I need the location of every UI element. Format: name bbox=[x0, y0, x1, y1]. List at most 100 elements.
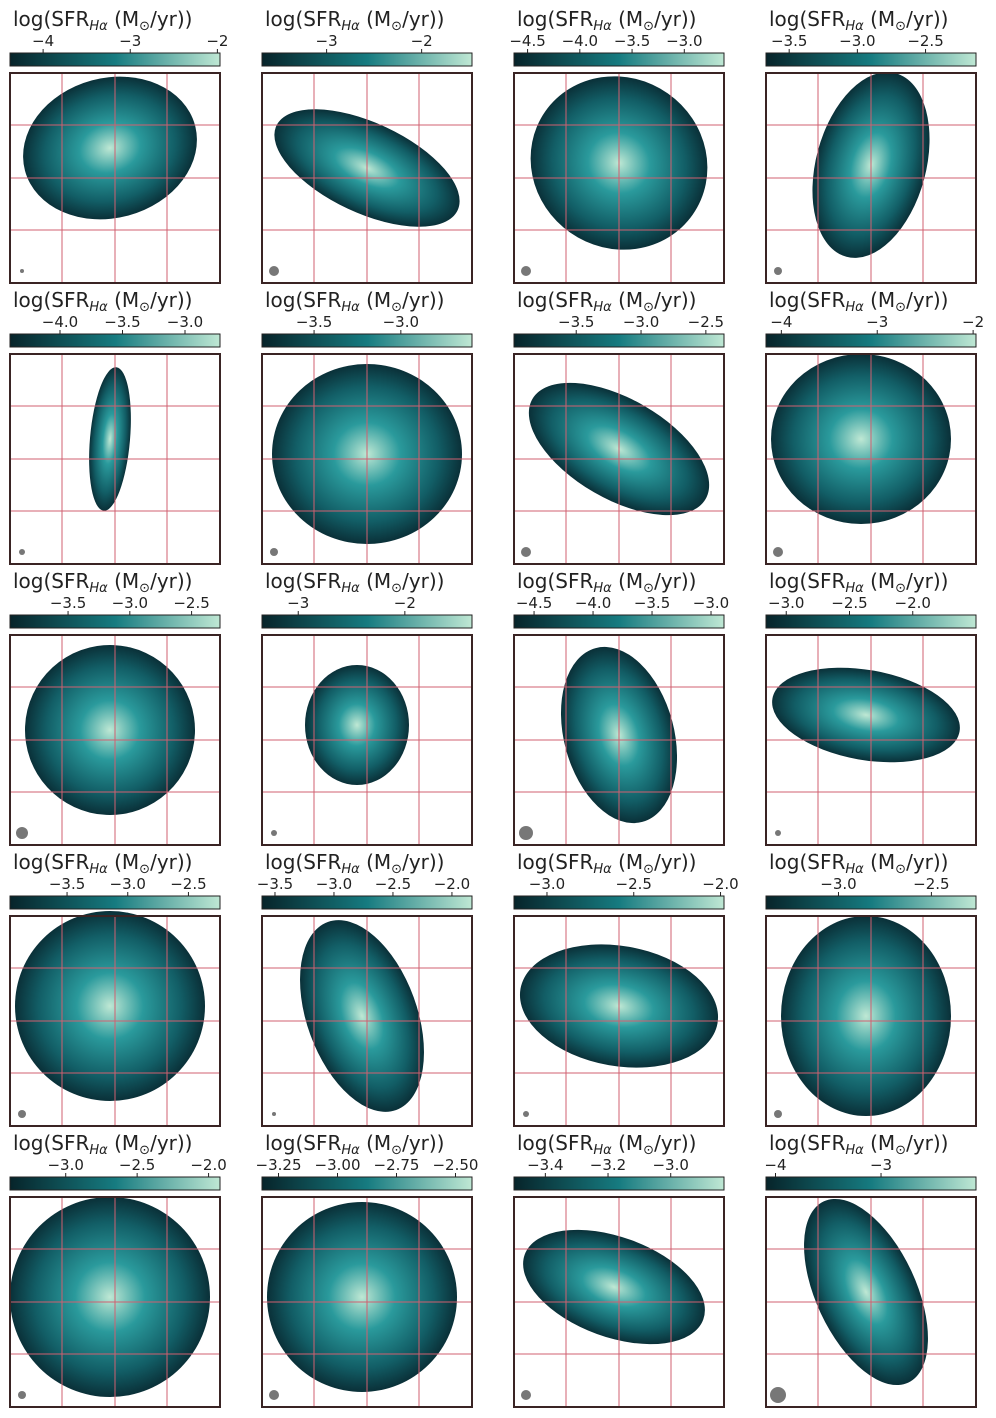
label-part: (M bbox=[360, 288, 391, 312]
label-part: (M bbox=[108, 1131, 139, 1155]
label-part: (M bbox=[108, 7, 139, 31]
colorbar-label: log(SFRHα (M⊙/yr)) bbox=[769, 7, 948, 34]
label-part: (M bbox=[108, 569, 139, 593]
colorbar-tick-label: −3.5 bbox=[257, 875, 293, 893]
panel: log(SFRHα (M⊙/yr))−3.5 −3.0 −2.5 bbox=[765, 7, 977, 284]
panel: log(SFRHα (M⊙/yr))−3.0 −2.5 bbox=[765, 850, 977, 1127]
label-part: Hα bbox=[593, 862, 612, 877]
beam bbox=[20, 269, 24, 273]
galaxy bbox=[305, 665, 409, 785]
label-part: Hα bbox=[341, 300, 360, 315]
colorbar bbox=[9, 614, 221, 629]
colorbar-tick-label: −4 bbox=[764, 1156, 786, 1174]
colorbar bbox=[9, 895, 221, 910]
label-part: /yr)) bbox=[906, 7, 948, 31]
label-part: ⊙ bbox=[895, 300, 906, 315]
colorbar bbox=[261, 614, 473, 629]
panel-frame bbox=[765, 634, 977, 846]
colorbar-tick-label: −3.4 bbox=[527, 1156, 563, 1174]
label-part: (M bbox=[360, 569, 391, 593]
label-part: log(SFR bbox=[769, 288, 845, 312]
colorbar bbox=[513, 1176, 725, 1191]
colorbar-label: log(SFRHα (M⊙/yr)) bbox=[769, 850, 948, 877]
galaxy-map bbox=[262, 635, 472, 845]
panel: log(SFRHα (M⊙/yr))−4.5 −4.0 −3.5 −3.0 bbox=[509, 7, 725, 284]
label-part: log(SFR bbox=[265, 850, 341, 874]
colorbar-tick-label: −3 bbox=[287, 594, 309, 612]
colorbar-label: log(SFRHα (M⊙/yr)) bbox=[13, 1131, 192, 1158]
label-part: /yr)) bbox=[654, 288, 696, 312]
label-part: ⊙ bbox=[643, 862, 654, 877]
beam bbox=[18, 1391, 26, 1399]
colorbar-tick-label: −2.5 bbox=[119, 1156, 155, 1174]
label-part: Hα bbox=[341, 581, 360, 596]
colorbar bbox=[513, 52, 725, 67]
galaxy-map bbox=[514, 354, 724, 564]
label-part: log(SFR bbox=[517, 850, 593, 874]
colorbar bbox=[513, 895, 725, 910]
label-part: log(SFR bbox=[265, 7, 341, 31]
label-part: (M bbox=[864, 288, 895, 312]
colorbar-tick-label: −3.25 bbox=[256, 1156, 302, 1174]
colorbar-tick-label: −2.0 bbox=[434, 875, 470, 893]
label-part: /yr)) bbox=[402, 1131, 444, 1155]
beam bbox=[519, 826, 533, 840]
label-part: log(SFR bbox=[517, 569, 593, 593]
beam bbox=[521, 266, 531, 276]
colorbar-label: log(SFRHα (M⊙/yr)) bbox=[13, 7, 192, 34]
colorbar-tick-label: −2 bbox=[411, 32, 433, 50]
label-part: ⊙ bbox=[391, 19, 402, 34]
colorbar-tick-label: −3 bbox=[316, 32, 338, 50]
label-part: log(SFR bbox=[13, 288, 89, 312]
label-part: /yr)) bbox=[402, 850, 444, 874]
label-part: /yr)) bbox=[654, 7, 696, 31]
panel-frame bbox=[765, 72, 977, 284]
label-part: log(SFR bbox=[517, 7, 593, 31]
panel: log(SFRHα (M⊙/yr))−4 −3 bbox=[764, 1131, 977, 1408]
colorbar-tick-label: −3.5 bbox=[558, 313, 594, 331]
galaxy bbox=[25, 645, 195, 815]
label-part: log(SFR bbox=[265, 1131, 341, 1155]
colorbar-tick-label: −3 bbox=[866, 313, 888, 331]
label-part: ⊙ bbox=[643, 581, 654, 596]
panel: log(SFRHα (M⊙/yr))−3.4 −3.2 −3.0 bbox=[513, 1131, 725, 1408]
galaxy-map bbox=[262, 1197, 472, 1407]
colorbar-label: log(SFRHα (M⊙/yr)) bbox=[13, 850, 192, 877]
colorbar-tick-label: −4.0 bbox=[575, 594, 611, 612]
label-part: /yr)) bbox=[906, 1131, 948, 1155]
label-part: ⊙ bbox=[139, 300, 150, 315]
colorbar-tick-label: −3.0 bbox=[623, 313, 659, 331]
label-part: Hα bbox=[341, 862, 360, 877]
panel-frame bbox=[261, 915, 473, 1127]
beam bbox=[523, 1111, 529, 1117]
colorbar-tick-label: −3.0 bbox=[316, 875, 352, 893]
colorbar bbox=[513, 614, 725, 629]
colorbar-tick-label: −4.0 bbox=[562, 32, 598, 50]
label-part: ⊙ bbox=[139, 1143, 150, 1158]
label-part: Hα bbox=[341, 19, 360, 34]
label-part: Hα bbox=[593, 1143, 612, 1158]
beam bbox=[770, 1387, 786, 1403]
label-part: ⊙ bbox=[391, 862, 402, 877]
colorbar bbox=[261, 895, 473, 910]
galaxy-map bbox=[262, 73, 472, 283]
panel-frame bbox=[261, 72, 473, 284]
galaxy-map bbox=[10, 1197, 220, 1407]
label-part: (M bbox=[864, 7, 895, 31]
panel-frame bbox=[765, 353, 977, 565]
colorbar bbox=[765, 895, 977, 910]
panel: log(SFRHα (M⊙/yr))−4.5 −4.0 −3.5 −3.0 bbox=[513, 569, 729, 846]
colorbar-tick-label: −3.5 bbox=[771, 32, 807, 50]
galaxy-map bbox=[10, 354, 220, 564]
colorbar-label: log(SFRHα (M⊙/yr)) bbox=[769, 569, 948, 596]
beam bbox=[272, 1112, 276, 1116]
label-part: (M bbox=[864, 850, 895, 874]
galaxy-map bbox=[514, 916, 724, 1126]
label-part: ⊙ bbox=[139, 581, 150, 596]
galaxy bbox=[300, 920, 424, 1112]
colorbar-tick-label: −3.2 bbox=[590, 1156, 626, 1174]
label-part: /yr)) bbox=[150, 569, 192, 593]
beam bbox=[18, 1110, 26, 1118]
colorbar-tick-label: −2.5 bbox=[907, 32, 943, 50]
label-part: /yr)) bbox=[906, 850, 948, 874]
